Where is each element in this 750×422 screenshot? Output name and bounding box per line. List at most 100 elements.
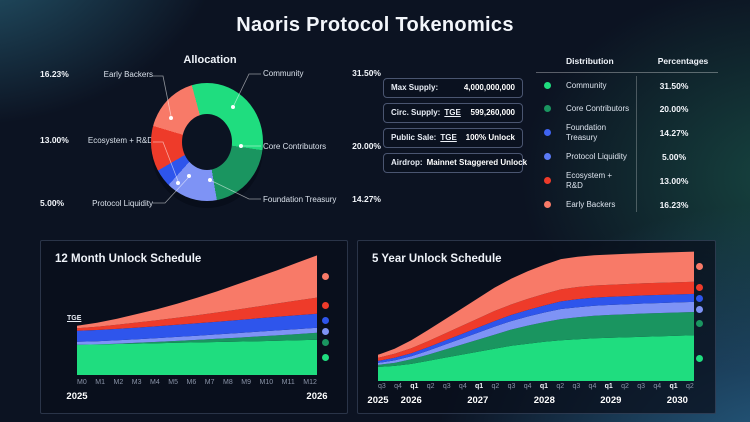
legend-dot (544, 201, 551, 209)
distribution-name: Early Backers (566, 200, 616, 210)
legend-dot (544, 82, 551, 89)
legend-dot (696, 306, 703, 314)
x-tick-label: q3 (507, 383, 516, 390)
supply-value: 4,000,000,000 (463, 83, 515, 92)
x-tick-label: q1 (410, 383, 419, 390)
x-tick-label: M5 (168, 379, 178, 386)
x-tick-label: q1 (539, 383, 549, 390)
allocation-pct: 31.50% (352, 68, 381, 78)
supply-label: Public Sale: (391, 133, 437, 142)
distribution-pct: 16.23% (659, 199, 689, 210)
unlock-panel-5-year: 5 Year Unlock Schedule q3 q4 q1 q2 q3 q4 q1 q2 q… (357, 240, 716, 414)
distribution-name: Protocol Liquidity (566, 151, 627, 161)
legend-dot (544, 177, 551, 185)
distribution-pct: 14.27% (659, 127, 689, 138)
allocation-name: Early Backers (103, 70, 153, 79)
legend-dot (322, 328, 329, 336)
allocation-name: Protocol Liquidity (92, 199, 153, 208)
x-axis-labels: q3 q4 q1 q2 q3 q4 q1 q2 q3 q4 q1 q2 q3 q4 q1 q2 q3 q4 q1 q2 (378, 383, 694, 390)
supply-value: Mainnet Staggered Unlock (426, 158, 528, 167)
year-label: 2027 (467, 395, 489, 406)
distribution-header-label: Distribution (566, 56, 614, 66)
legend-dot (544, 153, 551, 161)
supply-table: Max Supply: 4,000,000,000 Circ. Supply: … (383, 78, 527, 178)
supply-row-max-supply: Max Supply: 4,000,000,000 (383, 78, 523, 98)
panel-title: 12 Month Unlock Schedule (55, 253, 202, 265)
year-label: 2025 (367, 395, 389, 406)
allocation-pct: 5.00% (40, 198, 65, 208)
distribution-row-early-backers: Early Backers 16.23% (536, 193, 718, 216)
x-tick-label: M1 (95, 379, 105, 386)
x-tick-label: q3 (442, 383, 451, 390)
supply-row-airdrop: Airdrop: Mainnet Staggered Unlock (383, 153, 527, 173)
year-label: 2026 (306, 391, 328, 402)
distribution-name: Ecosystem + R&D (566, 171, 613, 190)
year-labels: 2025 2026 2027 2028 2029 2030 (367, 395, 694, 407)
allocation-donut-chart (151, 83, 263, 201)
x-tick-label: q4 (588, 383, 597, 390)
allocation-title: Allocation (183, 54, 237, 66)
legend-dot (322, 317, 329, 325)
supply-value: 100% Unlock (465, 133, 515, 142)
x-tick-label: M3 (131, 379, 142, 386)
x-tick-label: M7 (204, 379, 215, 386)
legend-dot (696, 284, 703, 292)
x-tick-label: q1 (604, 383, 613, 390)
x-axis-labels: M0 M1 M2 M3 M4 M5 M6 M7 M8 M9 M10 M11 M12 (77, 379, 317, 386)
chart-legend-dots (322, 253, 330, 375)
distribution-pct: 13.00% (659, 175, 689, 186)
allocation-label-community: Community 31.50% (263, 68, 381, 78)
x-tick-label: q2 (621, 383, 629, 390)
x-tick-label: q3 (572, 383, 581, 390)
distribution-row-core-contributors: Core Contributors 20.00% (536, 97, 718, 120)
allocation-label-foundation-treasury: Foundation Treasury 14.27% (263, 194, 381, 204)
allocation-label-ecosystem-rd: 13.00% Ecosystem + R&D (40, 135, 153, 145)
year-labels: 2025 2026 (66, 391, 327, 403)
x-tick-label: q2 (556, 383, 565, 390)
x-tick-label: M2 (113, 379, 124, 386)
legend-dot (696, 320, 703, 328)
legend-dot (322, 353, 329, 361)
x-tick-label: q1 (669, 383, 678, 390)
allocation-name: Foundation Treasury (263, 195, 337, 204)
distribution-rows: Community 31.50% Core Contributors 20.00… (536, 74, 718, 216)
allocation-label-protocol-liquidity: 5.00% Protocol Liquidity (40, 198, 153, 208)
x-tick-label: q4 (653, 383, 662, 390)
distribution-row-foundation-treasury: Foundation Treasury 14.27% (536, 120, 718, 145)
allocation-name: Core Contributors (263, 142, 327, 151)
supply-row-circ-supply: Circ. Supply: TGE 599,260,000 (383, 103, 523, 123)
page-title: Naoris Protocol Tokenomics (236, 14, 514, 36)
x-tick-label: q2 (685, 383, 694, 390)
allocation-label-early-backers: 16.23% Early Backers (40, 69, 153, 79)
x-tick-label: M11 (281, 379, 295, 386)
x-tick-label: q2 (491, 383, 500, 390)
x-tick-label: q4 (394, 383, 402, 390)
chart-legend-dots (696, 249, 704, 381)
x-tick-label: q3 (637, 383, 646, 390)
allocation-pct: 16.23% (40, 69, 69, 79)
legend-dot (322, 272, 329, 280)
year-label: 2026 (400, 395, 422, 406)
year-label: 2029 (600, 395, 622, 406)
x-tick-label: M12 (303, 379, 317, 386)
legend-dot (696, 354, 703, 362)
year-label: 2025 (66, 391, 88, 402)
distribution-table: Distribution Percentages Community 31.50… (536, 56, 718, 216)
x-tick-label: M0 (77, 379, 87, 386)
supply-label: Max Supply: (391, 83, 439, 92)
distribution-name: Core Contributors (566, 103, 630, 113)
header-divider (536, 72, 718, 73)
distribution-name: Foundation Treasury (566, 123, 607, 142)
unlock-panel-12-month: 12 Month Unlock Schedule M0 M1 M2 M3 M4 M5 M6 M… (40, 240, 348, 414)
distribution-pct: 31.50% (659, 80, 689, 91)
year-label: 2028 (533, 395, 555, 406)
distribution-pct: 5.00% (661, 151, 687, 162)
distribution-pct: 20.00% (659, 103, 689, 114)
legend-dot (322, 302, 329, 310)
x-tick-label: q4 (458, 383, 467, 390)
distribution-name: Community (566, 80, 607, 90)
stacked-area-chart-5-year (378, 249, 694, 381)
tge-tag: TGE (444, 108, 461, 117)
tge-annotation: TGE (67, 314, 82, 322)
